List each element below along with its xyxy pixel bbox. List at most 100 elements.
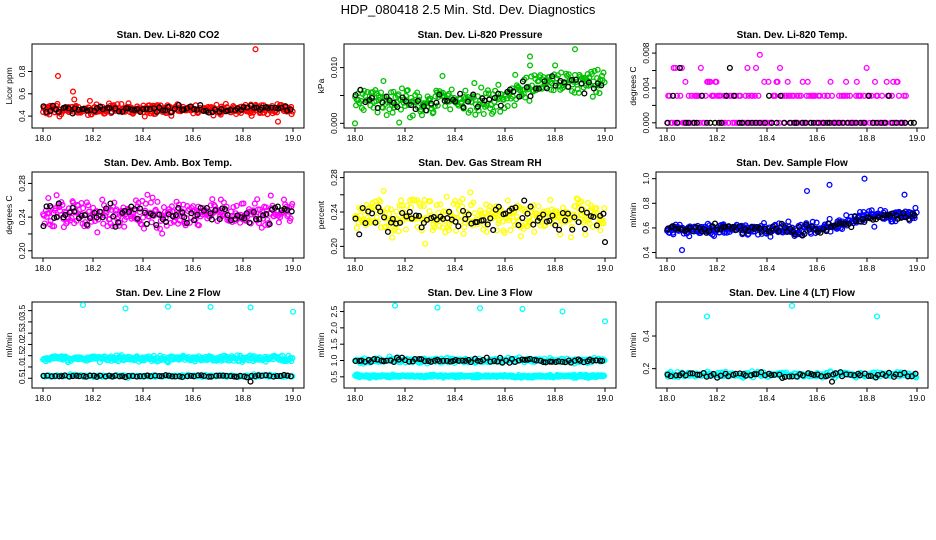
- data-point: [288, 208, 295, 215]
- data-point: [373, 98, 380, 105]
- data-point: [717, 372, 724, 379]
- series-overall: [664, 175, 920, 254]
- data-point: [510, 88, 517, 95]
- data-point: [589, 93, 596, 100]
- data-point: [767, 229, 774, 236]
- data-point: [814, 228, 821, 236]
- data-point: [475, 107, 482, 114]
- x-tick-label: 18.0: [35, 263, 52, 273]
- x-tick-label: 18.4: [135, 133, 152, 143]
- data-point: [483, 228, 490, 235]
- data-point: [499, 218, 506, 225]
- data-point: [156, 211, 163, 218]
- data-point: [881, 119, 889, 126]
- data-point: [523, 84, 530, 91]
- data-point-outlier: [207, 303, 214, 311]
- data-point: [490, 108, 497, 115]
- data-point: [578, 80, 585, 87]
- data-point: [144, 191, 151, 198]
- data-point: [428, 358, 435, 365]
- data-point: [68, 214, 75, 221]
- data-point: [557, 77, 564, 84]
- data-point: [414, 223, 421, 230]
- y-tick-label: 0.000: [641, 112, 651, 134]
- data-point: [211, 106, 218, 113]
- data-point: [448, 86, 455, 93]
- data-point: [396, 119, 403, 126]
- x-tick-label: 18.2: [85, 263, 102, 273]
- data-point: [353, 224, 360, 232]
- data-point-outlier: [351, 120, 359, 127]
- data-point: [169, 213, 176, 220]
- chart-panel-3: Stan. Dev. Li-820 Temp. 18.0 18.2 18.4 18.6 1…: [628, 30, 929, 143]
- data-point: [402, 226, 410, 233]
- data-point: [412, 106, 419, 113]
- data-point: [209, 196, 216, 203]
- data-point: [869, 216, 877, 223]
- data-point: [768, 372, 775, 379]
- data-point: [900, 92, 908, 99]
- data-point: [593, 205, 600, 212]
- data-point: [360, 106, 367, 114]
- data-point: [99, 214, 106, 221]
- x-tick-label: 18.6: [185, 263, 202, 273]
- y-axis-label: ml/min: [628, 332, 638, 357]
- data-point: [868, 207, 875, 214]
- data-point: [85, 202, 92, 209]
- data-point: [398, 85, 406, 92]
- data-point: [675, 225, 682, 232]
- data-point-outlier: [826, 181, 833, 188]
- data-point: [581, 225, 588, 233]
- data-point: [142, 200, 149, 207]
- panel-title: Stan. Dev. Line 3 Flow: [428, 288, 533, 299]
- data-point: [600, 220, 607, 227]
- data-point: [686, 233, 693, 240]
- data-point: [380, 77, 387, 85]
- data-point: [495, 203, 502, 210]
- data-point: [484, 221, 491, 228]
- data-point: [153, 221, 160, 229]
- x-tick-label: 18.6: [185, 133, 202, 143]
- y-axis-label: degrees C: [628, 66, 638, 105]
- data-point: [221, 206, 229, 213]
- data-point: [115, 108, 123, 115]
- data-point: [677, 92, 684, 99]
- data-point: [765, 78, 772, 85]
- data-point: [537, 357, 544, 364]
- data-point: [519, 356, 526, 363]
- data-point-outlier: [439, 72, 446, 80]
- data-point: [478, 84, 485, 91]
- data-point: [482, 209, 489, 217]
- data-point: [383, 112, 390, 119]
- data-point: [224, 212, 231, 219]
- data-point: [425, 358, 432, 365]
- data-point: [100, 220, 107, 227]
- data-point: [147, 106, 154, 113]
- data-point: [714, 226, 721, 233]
- data-point: [883, 78, 890, 85]
- data-point: [786, 373, 793, 380]
- data-point: [359, 204, 366, 212]
- data-point: [512, 204, 519, 211]
- data-point: [902, 92, 909, 99]
- data-point: [447, 358, 454, 365]
- data-point: [176, 373, 183, 380]
- x-tick-label: 19.0: [285, 393, 302, 403]
- data-point: [203, 204, 210, 212]
- x-tick-label: 18.4: [135, 393, 152, 403]
- data-point: [274, 203, 281, 210]
- data-point: [184, 373, 191, 380]
- data-point: [586, 356, 593, 363]
- data-point: [597, 227, 604, 234]
- data-point: [878, 119, 885, 126]
- data-point: [218, 105, 225, 113]
- data-point: [672, 225, 679, 232]
- data-point: [208, 216, 215, 223]
- data-point: [110, 213, 117, 220]
- data-point: [352, 357, 359, 364]
- data-point: [115, 219, 122, 226]
- data-point: [755, 92, 762, 99]
- data-point: [384, 205, 391, 212]
- data-point: [154, 198, 161, 205]
- data-point: [390, 99, 397, 106]
